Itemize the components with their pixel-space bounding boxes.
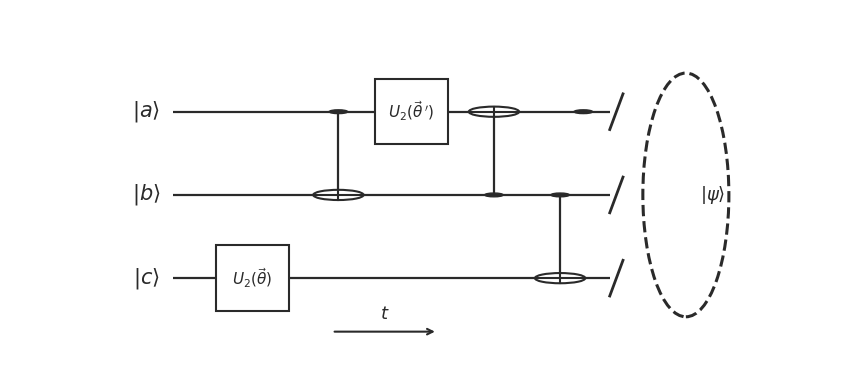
Ellipse shape <box>313 190 363 200</box>
Text: $t$: $t$ <box>380 305 389 323</box>
Text: $U_2(\vec{\theta}\,')$: $U_2(\vec{\theta}\,')$ <box>387 100 434 124</box>
Ellipse shape <box>534 273 584 283</box>
Ellipse shape <box>468 107 519 117</box>
Ellipse shape <box>550 193 569 197</box>
Text: $|a\rangle$: $|a\rangle$ <box>132 99 160 124</box>
Ellipse shape <box>485 193 502 197</box>
Ellipse shape <box>328 110 347 113</box>
Text: $|b\rangle$: $|b\rangle$ <box>132 183 160 207</box>
Bar <box>374 79 447 144</box>
Text: $|\psi\rangle$: $|\psi\rangle$ <box>699 184 724 206</box>
Ellipse shape <box>573 110 592 113</box>
Text: $U_2(\vec{\theta})$: $U_2(\vec{\theta})$ <box>232 266 272 290</box>
Text: $|c\rangle$: $|c\rangle$ <box>133 266 160 291</box>
Bar <box>216 245 288 311</box>
